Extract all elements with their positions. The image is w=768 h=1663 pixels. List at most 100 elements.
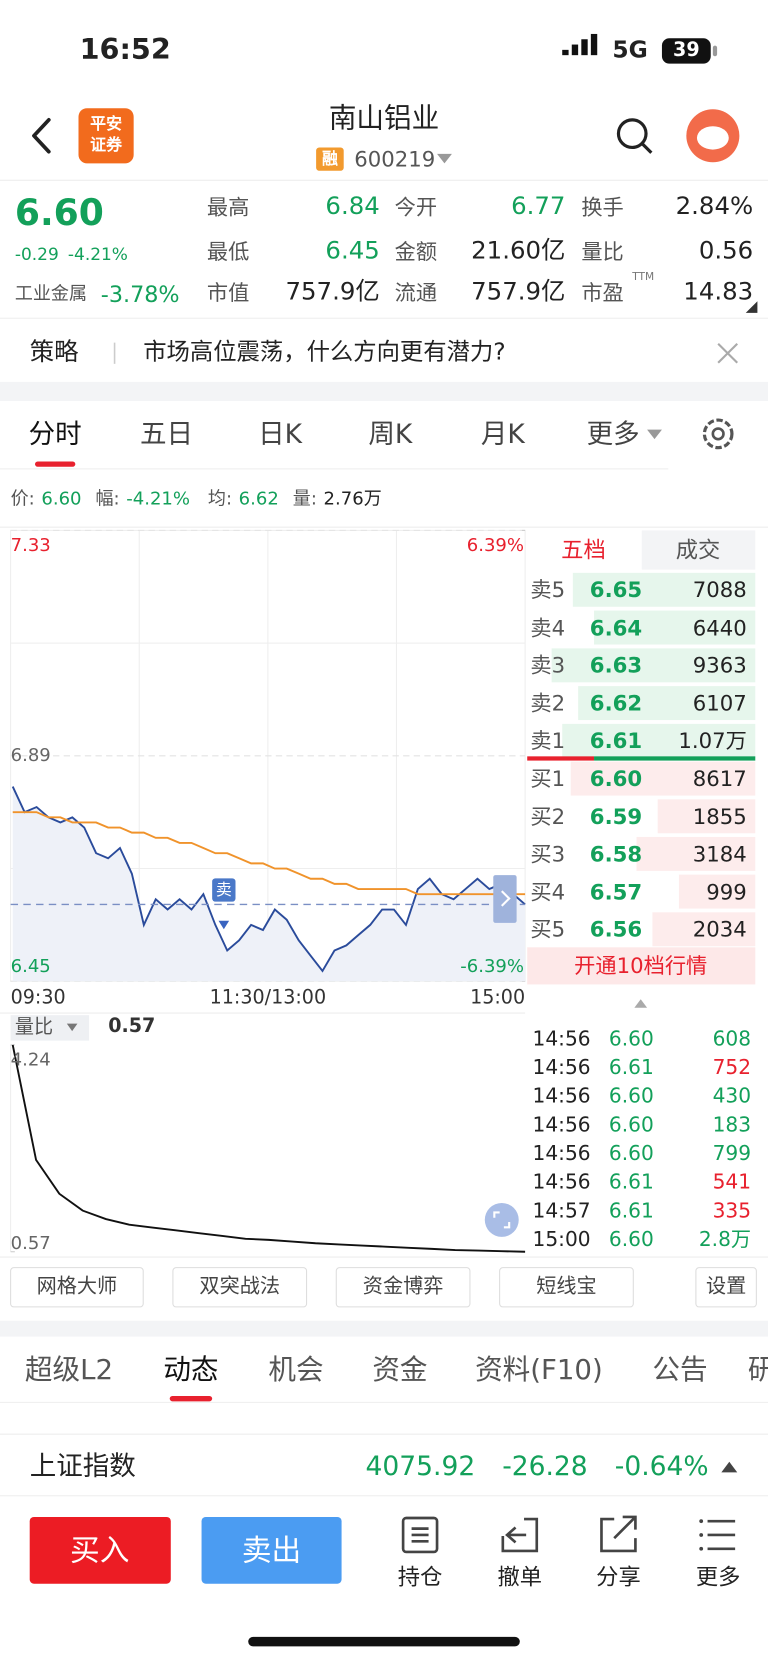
buy-button[interactable]: [29, 1516, 171, 1584]
tool-label[interactable]: 设置: [705, 1274, 747, 1298]
sell-button[interactable]: [201, 1516, 342, 1584]
search-button[interactable]: [616, 118, 648, 150]
info-label: 幅:: [95, 488, 120, 510]
trade-volume: 183: [712, 1113, 752, 1137]
tool-button[interactable]: [172, 1267, 308, 1308]
section-gap: [0, 1320, 768, 1337]
action-label[interactable]: 更多: [695, 1564, 741, 1590]
book-split: [594, 756, 756, 761]
index-change: -26.28: [502, 1450, 588, 1482]
section-tab[interactable]: 公告: [652, 1354, 708, 1387]
action-label[interactable]: 持仓: [397, 1564, 443, 1590]
upgrade-text[interactable]: 开通10档行情: [574, 952, 708, 979]
chart-tab[interactable]: 月K: [480, 418, 525, 450]
stock-name: 南山铝业: [328, 102, 440, 135]
book-label: 买1: [530, 765, 566, 792]
book-split: [527, 756, 595, 761]
back-button[interactable]: [32, 118, 51, 154]
trade-point: [218, 920, 230, 930]
chart-tab[interactable]: 周K: [368, 418, 413, 450]
index-name: 上证指数: [29, 1450, 136, 1482]
indicator-select[interactable]: [10, 1015, 90, 1041]
sector-change: -3.78%: [100, 281, 180, 308]
info-value: 6.62: [238, 488, 279, 510]
series-line: [12, 811, 526, 896]
book-price: 6.60: [589, 765, 643, 792]
tool-button[interactable]: [499, 1267, 634, 1308]
book-volume: 1.07万: [678, 728, 747, 754]
settings-button[interactable]: [702, 418, 734, 450]
trade-price: 6.60: [608, 1027, 654, 1051]
price-change: -0.29: [14, 243, 59, 265]
section-tab[interactable]: 资料(F10): [475, 1354, 603, 1387]
signal-bar: [590, 33, 598, 56]
book-price: 6.65: [589, 577, 643, 603]
y-tick-label: 4.24: [10, 1049, 51, 1071]
action-label[interactable]: 撤单: [497, 1564, 543, 1590]
book-price: 6.56: [589, 916, 643, 942]
broker-logo: [78, 108, 134, 164]
stat-value: 21.60亿: [471, 237, 566, 265]
trade-marker: [212, 878, 236, 902]
expand-button[interactable]: [484, 1202, 519, 1237]
stat-value: 14.83: [683, 278, 754, 307]
trade-time: 14:56: [532, 1113, 591, 1137]
action-label[interactable]: 分享: [596, 1564, 641, 1590]
tool-button[interactable]: [10, 1267, 144, 1308]
battery: [661, 38, 711, 64]
chart-tab[interactable]: 日K: [258, 418, 303, 450]
expand-arrow[interactable]: [721, 1461, 738, 1473]
buy-label[interactable]: 买入: [70, 1532, 130, 1568]
tool-button[interactable]: [695, 1267, 757, 1308]
x-tick-label: 09:30: [10, 986, 66, 1009]
trade-volume: 335: [712, 1199, 752, 1223]
order-tab[interactable]: 成交: [675, 537, 721, 563]
book-volume: 7088: [692, 577, 747, 603]
index-pct: -0.64%: [614, 1450, 709, 1482]
y2-tick-label: -6.39%: [460, 956, 525, 978]
tool-label[interactable]: 资金博弈: [362, 1274, 444, 1298]
indicator-value: 0.57: [108, 1015, 156, 1038]
book-label: 买4: [530, 878, 566, 905]
book-price: 6.62: [589, 690, 643, 716]
code-dropdown[interactable]: [437, 153, 452, 164]
section-tab[interactable]: 资金: [372, 1354, 428, 1387]
stat-value: 757.9亿: [471, 278, 566, 307]
tool-label[interactable]: 短线宝: [536, 1274, 597, 1298]
section-tab[interactable]: 动态: [163, 1354, 219, 1387]
tool-button[interactable]: [335, 1267, 471, 1308]
action-icon: [600, 1515, 637, 1553]
banner-text[interactable]: 市场高位震荡，什么方向更有潜力?: [143, 339, 506, 366]
trade-price: 6.60: [608, 1084, 654, 1109]
action-icon: [699, 1546, 704, 1551]
book-volume: 6440: [692, 614, 747, 641]
chart-tab[interactable]: 更多: [586, 418, 640, 450]
section-tab[interactable]: 机会: [268, 1354, 324, 1387]
order-tab[interactable]: 五档: [561, 537, 606, 563]
upgrade-button[interactable]: [527, 947, 756, 985]
banner-tag: 策略: [29, 338, 79, 367]
price-area: [12, 786, 526, 982]
indicator-name: 量比: [14, 1016, 54, 1039]
tool-label[interactable]: 网格大师: [36, 1274, 118, 1298]
sell-label[interactable]: 卖出: [241, 1532, 302, 1568]
trade-price: 6.61: [608, 1199, 654, 1223]
tool-label[interactable]: 双突战法: [199, 1274, 281, 1298]
chart-tab[interactable]: 分时: [28, 418, 82, 450]
depth-bar: [551, 648, 756, 683]
scroll-handle[interactable]: [493, 875, 517, 923]
series-line: [11, 786, 526, 973]
y2-tick-label: 6.39%: [466, 535, 525, 557]
trade-volume: 430: [712, 1084, 752, 1109]
active-tab-indicator: [169, 1396, 213, 1402]
book-label: 买2: [530, 803, 566, 830]
chart-tab[interactable]: 五日: [140, 418, 194, 450]
more-dropdown: [647, 429, 662, 440]
book-volume: 6107: [692, 690, 747, 716]
info-label: 价:: [10, 488, 35, 510]
section-tab[interactable]: 研: [748, 1357, 768, 1385]
trade-time: 14:56: [532, 1084, 591, 1109]
action-icon: [699, 1533, 704, 1537]
section-tab[interactable]: 超级L2: [24, 1354, 113, 1387]
